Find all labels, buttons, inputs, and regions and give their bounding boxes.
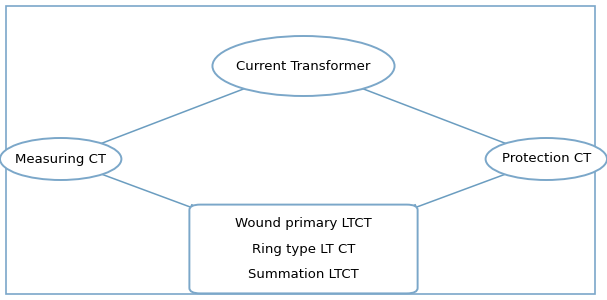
Text: Measuring CT: Measuring CT: [15, 152, 106, 166]
FancyBboxPatch shape: [189, 205, 418, 293]
Text: Wound primary LTCT
Ring type LT CT
Summation LTCT: Wound primary LTCT Ring type LT CT Summa…: [235, 218, 372, 280]
Text: Current Transformer: Current Transformer: [236, 59, 371, 73]
Ellipse shape: [486, 138, 607, 180]
Text: Protection CT: Protection CT: [501, 152, 591, 166]
Ellipse shape: [0, 138, 121, 180]
Ellipse shape: [212, 36, 395, 96]
